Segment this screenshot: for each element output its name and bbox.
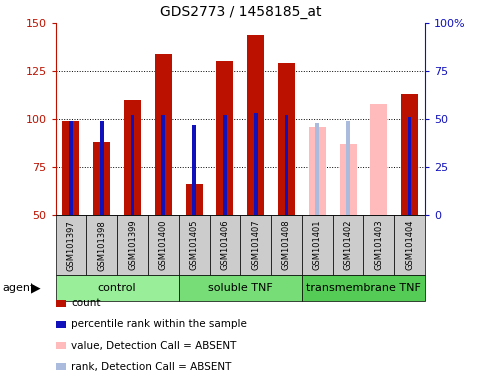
Text: GSM101400: GSM101400 bbox=[159, 220, 168, 270]
Text: value, Detection Call = ABSENT: value, Detection Call = ABSENT bbox=[71, 341, 236, 351]
Text: rank, Detection Call = ABSENT: rank, Detection Call = ABSENT bbox=[71, 362, 231, 372]
Bar bbox=[161, 115, 165, 215]
Bar bbox=[346, 121, 350, 215]
Bar bbox=[309, 127, 326, 215]
Text: GSM101403: GSM101403 bbox=[374, 220, 384, 270]
Bar bbox=[56, 275, 179, 301]
Text: GSM101407: GSM101407 bbox=[251, 220, 260, 270]
Bar bbox=[302, 215, 333, 275]
Bar bbox=[100, 121, 103, 215]
Text: agent: agent bbox=[2, 283, 35, 293]
Text: control: control bbox=[98, 283, 136, 293]
Text: ▶: ▶ bbox=[31, 281, 41, 295]
Text: transmembrane TNF: transmembrane TNF bbox=[306, 283, 421, 293]
Bar bbox=[247, 35, 264, 215]
Bar bbox=[315, 123, 319, 215]
Text: soluble TNF: soluble TNF bbox=[208, 283, 273, 293]
Bar bbox=[185, 184, 202, 215]
Bar bbox=[223, 115, 227, 215]
Bar bbox=[408, 117, 412, 215]
Bar bbox=[278, 63, 295, 215]
Text: GSM101401: GSM101401 bbox=[313, 220, 322, 270]
Text: GSM101399: GSM101399 bbox=[128, 220, 137, 270]
Bar bbox=[271, 215, 302, 275]
Bar bbox=[131, 115, 134, 215]
Bar bbox=[394, 215, 425, 275]
Text: GSM101405: GSM101405 bbox=[190, 220, 199, 270]
Text: GSM101406: GSM101406 bbox=[220, 220, 229, 270]
Bar bbox=[240, 215, 271, 275]
Bar bbox=[155, 54, 172, 215]
Bar bbox=[179, 215, 210, 275]
Text: percentile rank within the sample: percentile rank within the sample bbox=[71, 319, 247, 329]
Bar bbox=[284, 115, 288, 215]
Bar bbox=[93, 142, 110, 215]
Bar bbox=[302, 275, 425, 301]
Bar bbox=[401, 94, 418, 215]
Bar bbox=[254, 113, 257, 215]
Title: GDS2773 / 1458185_at: GDS2773 / 1458185_at bbox=[159, 5, 321, 19]
Bar bbox=[56, 215, 86, 275]
Bar bbox=[370, 104, 387, 215]
Bar bbox=[333, 215, 364, 275]
Bar bbox=[86, 215, 117, 275]
Text: GSM101402: GSM101402 bbox=[343, 220, 353, 270]
Bar bbox=[148, 215, 179, 275]
Bar bbox=[124, 100, 141, 215]
Bar bbox=[62, 121, 79, 215]
Bar bbox=[340, 144, 356, 215]
Bar bbox=[179, 275, 302, 301]
Bar bbox=[69, 121, 73, 215]
Text: GSM101408: GSM101408 bbox=[282, 220, 291, 270]
Text: GSM101404: GSM101404 bbox=[405, 220, 414, 270]
Bar bbox=[216, 61, 233, 215]
Bar bbox=[117, 215, 148, 275]
Bar bbox=[192, 125, 196, 215]
Text: GSM101398: GSM101398 bbox=[97, 220, 106, 271]
Bar bbox=[210, 215, 240, 275]
Bar bbox=[364, 215, 394, 275]
Text: count: count bbox=[71, 298, 100, 308]
Text: GSM101397: GSM101397 bbox=[67, 220, 75, 271]
